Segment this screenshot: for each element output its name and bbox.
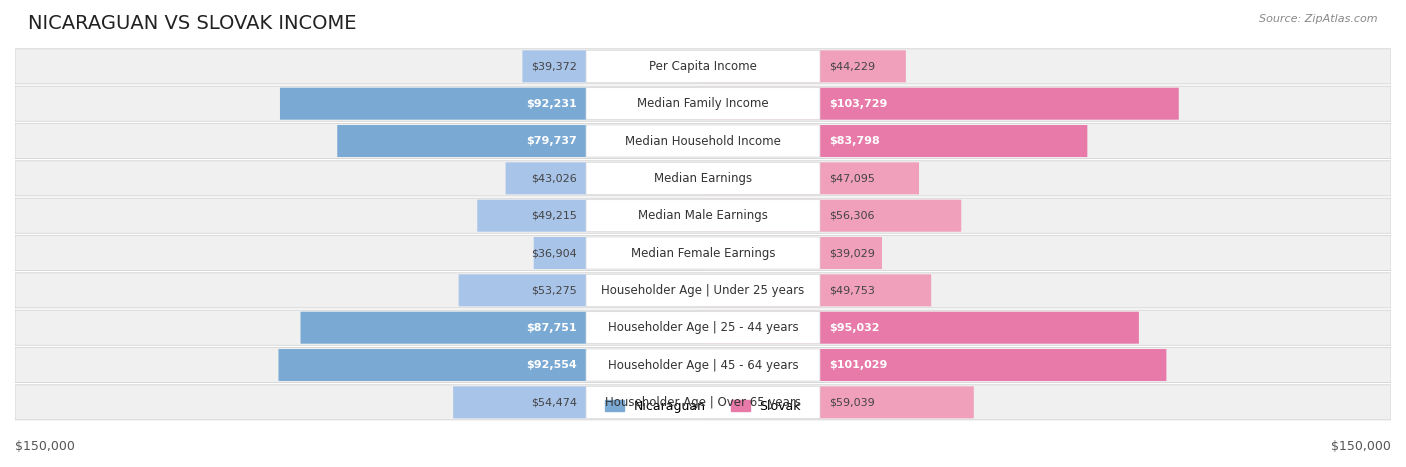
FancyBboxPatch shape [523, 50, 703, 82]
FancyBboxPatch shape [15, 310, 1391, 345]
Text: $92,554: $92,554 [526, 360, 576, 370]
FancyBboxPatch shape [586, 125, 820, 157]
FancyBboxPatch shape [586, 200, 820, 232]
Text: $83,798: $83,798 [830, 136, 880, 146]
Text: Median Male Earnings: Median Male Earnings [638, 209, 768, 222]
FancyBboxPatch shape [453, 386, 703, 418]
FancyBboxPatch shape [477, 200, 703, 232]
FancyBboxPatch shape [586, 311, 820, 344]
FancyBboxPatch shape [15, 161, 1391, 196]
FancyBboxPatch shape [703, 311, 1139, 344]
Text: $47,095: $47,095 [830, 173, 875, 184]
Legend: Nicaraguan, Slovak: Nicaraguan, Slovak [600, 395, 806, 418]
Text: $92,231: $92,231 [526, 99, 576, 109]
FancyBboxPatch shape [15, 385, 1391, 420]
FancyBboxPatch shape [586, 274, 820, 306]
FancyBboxPatch shape [703, 200, 962, 232]
Text: $44,229: $44,229 [830, 61, 876, 71]
Text: $95,032: $95,032 [830, 323, 880, 333]
Text: $87,751: $87,751 [526, 323, 576, 333]
Text: Median Household Income: Median Household Income [626, 134, 780, 148]
FancyBboxPatch shape [703, 274, 931, 306]
Text: $43,026: $43,026 [531, 173, 576, 184]
FancyBboxPatch shape [15, 273, 1391, 308]
Text: $54,474: $54,474 [531, 397, 576, 407]
Text: Median Female Earnings: Median Female Earnings [631, 247, 775, 260]
FancyBboxPatch shape [703, 349, 1167, 381]
FancyBboxPatch shape [15, 347, 1391, 382]
Text: Householder Age | Over 65 years: Householder Age | Over 65 years [605, 396, 801, 409]
Text: $59,039: $59,039 [830, 397, 875, 407]
Text: NICARAGUAN VS SLOVAK INCOME: NICARAGUAN VS SLOVAK INCOME [28, 14, 357, 33]
Text: $53,275: $53,275 [531, 285, 576, 295]
FancyBboxPatch shape [703, 237, 882, 269]
FancyBboxPatch shape [15, 123, 1391, 159]
Text: Householder Age | 45 - 64 years: Householder Age | 45 - 64 years [607, 359, 799, 372]
Text: Householder Age | Under 25 years: Householder Age | Under 25 years [602, 284, 804, 297]
FancyBboxPatch shape [586, 349, 820, 381]
Text: Per Capita Income: Per Capita Income [650, 60, 756, 73]
Text: Median Earnings: Median Earnings [654, 172, 752, 185]
FancyBboxPatch shape [301, 311, 703, 344]
FancyBboxPatch shape [337, 125, 703, 157]
FancyBboxPatch shape [15, 86, 1391, 121]
FancyBboxPatch shape [703, 50, 905, 82]
FancyBboxPatch shape [586, 237, 820, 269]
FancyBboxPatch shape [703, 386, 974, 418]
Text: Householder Age | 25 - 44 years: Householder Age | 25 - 44 years [607, 321, 799, 334]
FancyBboxPatch shape [458, 274, 703, 306]
Text: $49,215: $49,215 [531, 211, 576, 221]
FancyBboxPatch shape [703, 125, 1087, 157]
Text: $103,729: $103,729 [830, 99, 887, 109]
Text: $39,029: $39,029 [830, 248, 875, 258]
FancyBboxPatch shape [586, 88, 820, 120]
Text: $79,737: $79,737 [526, 136, 576, 146]
Text: $150,000: $150,000 [15, 440, 75, 453]
Text: $101,029: $101,029 [830, 360, 887, 370]
FancyBboxPatch shape [278, 349, 703, 381]
Text: $39,372: $39,372 [531, 61, 576, 71]
Text: Source: ZipAtlas.com: Source: ZipAtlas.com [1260, 14, 1378, 24]
Text: Median Family Income: Median Family Income [637, 97, 769, 110]
Text: $49,753: $49,753 [830, 285, 875, 295]
Text: $150,000: $150,000 [1331, 440, 1391, 453]
FancyBboxPatch shape [703, 163, 920, 194]
FancyBboxPatch shape [534, 237, 703, 269]
Text: $36,904: $36,904 [531, 248, 576, 258]
FancyBboxPatch shape [586, 163, 820, 194]
FancyBboxPatch shape [280, 88, 703, 120]
FancyBboxPatch shape [15, 198, 1391, 233]
FancyBboxPatch shape [15, 235, 1391, 270]
FancyBboxPatch shape [586, 386, 820, 418]
FancyBboxPatch shape [586, 50, 820, 82]
Text: $56,306: $56,306 [830, 211, 875, 221]
FancyBboxPatch shape [506, 163, 703, 194]
FancyBboxPatch shape [15, 49, 1391, 84]
FancyBboxPatch shape [703, 88, 1178, 120]
